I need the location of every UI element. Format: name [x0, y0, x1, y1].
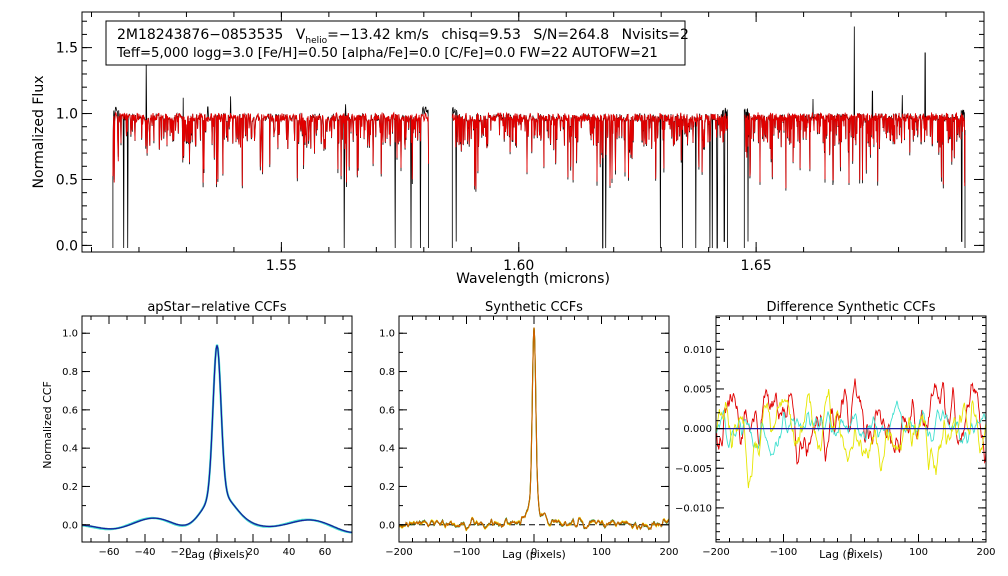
spectrum-annotation: 2M18243876−0853535 Vhelio=−13.42 km/s ch… [105, 20, 689, 66]
x-tick-label: 0 [848, 547, 854, 558]
synthetic-ccf-x-label: Lag (pixels) [502, 548, 566, 561]
y-tick-label: 0.005 [683, 384, 712, 395]
synthetic-ccf-line-2 [398, 327, 670, 532]
apstar-ccf-title: apStar−relative CCFs [147, 300, 287, 315]
y-tick-label: 0.2 [62, 482, 78, 493]
apstar-ccf-frame [81, 315, 353, 543]
y-tick-label: 0.4 [62, 444, 78, 455]
y-tick-label: −0.005 [675, 464, 712, 475]
x-tick-label: −200 [702, 547, 729, 558]
y-tick-label: 0.6 [379, 405, 395, 416]
apstar-ccf-x-label: Lag (pixels) [185, 548, 249, 561]
x-tick-label: 60 [319, 547, 332, 558]
synthetic-ccf-title: Synthetic CCFs [485, 300, 583, 315]
model-spectrum-line [744, 112, 966, 189]
x-tick-label: 40 [283, 547, 296, 558]
apstar-ccf-line-1 [82, 345, 353, 533]
difference-ccf-title: Difference Synthetic CCFs [766, 300, 935, 315]
y-tick-label: 0.000 [683, 424, 712, 435]
apstar-ccf-panel: −60 −40 −20 0 20 40 60 0.0 0.2 0.4 0.6 0.8 1.0 apSta… [41, 300, 353, 561]
y-tick-label: 0.8 [379, 367, 395, 378]
x-tick-label: −40 [134, 547, 155, 558]
spectrum-x-label: Wavelength (microns) [456, 271, 610, 287]
y-tick-label: 1.0 [379, 329, 395, 340]
x-tick-label: 1.60 [503, 258, 534, 274]
difference-ccf-x-label: Lag (pixels) [819, 548, 883, 561]
x-tick-label: 20 [247, 547, 260, 558]
model-spectrum-line [451, 111, 729, 190]
annotation-box [105, 20, 686, 66]
x-tick-label: −200 [385, 547, 412, 558]
sn-value: S/N=264.8 [533, 27, 609, 43]
spectrum-panel: 1.55 1.60 1.65 0.0 0.5 1.0 1.5 2M18243876−0853… [31, 11, 985, 287]
y-tick-label: 0.2 [379, 482, 395, 493]
difference-ccf-frame [715, 315, 987, 543]
x-tick-label: −20 [170, 547, 191, 558]
synthetic-ccf-axes-ticks: −200 −100 0 100 200 0.0 0.2 0.4 0.6 0.8 1.0 [379, 316, 679, 558]
vhelio-subscript: helio [305, 36, 327, 46]
spectrum-y-label: Normalized Flux [31, 76, 47, 189]
star-id: 2M18243876−0853535 [117, 27, 283, 43]
y-tick-label: 0.5 [56, 172, 78, 188]
apstar-ccf-line-2 [81, 344, 353, 534]
y-tick-label: 0.0 [62, 520, 78, 531]
x-tick-label: 0 [214, 547, 220, 558]
synthetic-ccf-line-1 [398, 327, 670, 531]
vhelio-value: =−13.42 km/s [327, 27, 429, 43]
y-tick-label: 1.0 [62, 329, 78, 340]
y-tick-label: 0.0 [379, 520, 395, 531]
spectrum-axes-ticks: 1.55 1.60 1.65 0.0 0.5 1.0 1.5 [56, 12, 984, 274]
annotation-line-2: Teff=5,000 logg=3.0 [Fe/H]=0.50 [alpha/F… [116, 46, 658, 61]
y-tick-label: 0.0 [56, 238, 78, 254]
y-tick-label: 0.8 [62, 367, 78, 378]
spectrum-plot-frame [81, 11, 985, 253]
difference-ccf-series [715, 378, 987, 489]
synthetic-ccf-panel: −200 −100 0 100 200 0.0 0.2 0.4 0.6 0.8 1.0 Synthe… [379, 300, 678, 561]
x-tick-label: 200 [976, 547, 995, 558]
y-tick-label: 0.010 [683, 345, 712, 356]
difference-ccf-axes-ticks: −200 −100 0 100 200 −0.010 −0.005 0.000 0.005 0.0… [675, 316, 996, 558]
apstar-ccf-line-0 [81, 345, 353, 534]
x-tick-label: 0 [531, 547, 537, 558]
difference-ccf-panel: −200 −100 0 100 200 −0.010 −0.005 0.000 0.005 0.0… [675, 300, 996, 561]
difference-ccf-line-1 [715, 400, 987, 457]
y-tick-label: −0.010 [675, 503, 712, 514]
x-tick-label: 1.55 [266, 258, 297, 274]
x-tick-label: −100 [770, 547, 797, 558]
annotation-line-1: 2M18243876−0853535 Vhelio=−13.42 km/s ch… [117, 27, 689, 46]
apstar-ccf-axes-ticks: −60 −40 −20 0 20 40 60 0.0 0.2 0.4 0.6 0.8 1.0 [62, 316, 352, 558]
spectrum-series [112, 26, 966, 249]
x-tick-label: 200 [659, 547, 678, 558]
nvisits-value: Nvisits=2 [622, 27, 689, 43]
difference-ccf-line-2 [715, 388, 987, 489]
x-tick-label: 100 [592, 547, 611, 558]
difference-ccf-line-0 [715, 378, 987, 465]
x-tick-label: −100 [453, 547, 480, 558]
vhelio-label: V [296, 27, 306, 43]
y-tick-label: 1.5 [56, 41, 78, 57]
synthetic-ccf-line-0 [398, 327, 670, 531]
synthetic-ccf-series [398, 327, 670, 532]
y-tick-label: 0.4 [379, 444, 395, 455]
synthetic-ccf-frame [398, 315, 670, 543]
x-tick-label: 100 [909, 547, 928, 558]
apstar-ccf-series [81, 344, 353, 534]
model-spectrum-line [112, 111, 430, 186]
chisq-value: chisq=9.53 [441, 27, 521, 43]
x-tick-label: −60 [98, 547, 119, 558]
y-tick-label: 0.6 [62, 405, 78, 416]
y-tick-label: 1.0 [56, 106, 78, 122]
apstar-ccf-y-label: Normalized CCF [41, 381, 54, 469]
x-tick-label: 1.65 [741, 258, 772, 274]
